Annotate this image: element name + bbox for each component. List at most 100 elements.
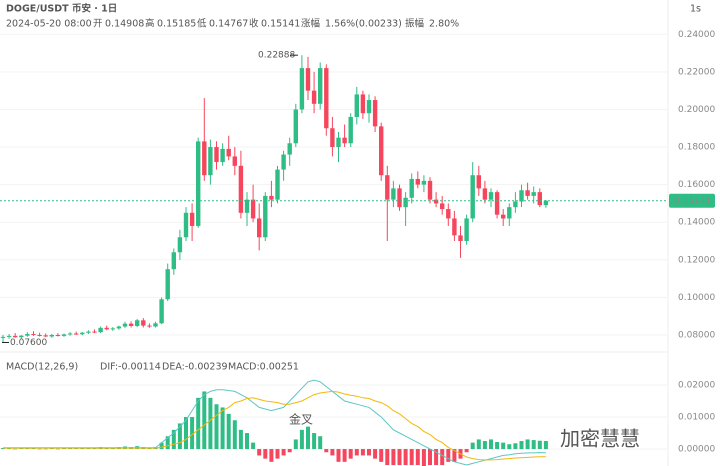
- candle-body: [409, 178, 414, 198]
- candle-body: [238, 165, 244, 213]
- macd-bar: [324, 449, 329, 453]
- candle-body: [177, 237, 183, 253]
- candle-body: [189, 212, 195, 226]
- macd-bar: [31, 448, 36, 450]
- macd-bar: [275, 449, 280, 459]
- candle-body: [421, 180, 427, 185]
- macd-bar: [373, 449, 378, 459]
- candle-body: [318, 68, 323, 104]
- candle-body: [501, 214, 506, 219]
- candle-body: [372, 100, 378, 127]
- y-tick-label: 0.16000: [678, 180, 715, 190]
- candle-body: [385, 175, 390, 200]
- header-text: 涨幅: [301, 18, 321, 30]
- macd-bar: [177, 423, 182, 450]
- candle-body: [147, 325, 152, 327]
- candle-body: [165, 269, 170, 300]
- y-tick-label: 0.18000: [678, 143, 715, 153]
- dea-line: [3, 390, 546, 461]
- header-text: 开: [93, 19, 103, 30]
- candle-body: [452, 218, 457, 236]
- macd-value: MACD:0.00251: [228, 362, 299, 373]
- macd-bar: [281, 449, 286, 456]
- candle-body: [519, 190, 524, 202]
- macd-bar: [19, 448, 24, 450]
- macd-bar: [269, 449, 274, 462]
- macd-bar: [409, 449, 414, 466]
- macd-bar: [464, 449, 469, 453]
- candle-body: [397, 188, 402, 208]
- candle-body: [37, 334, 42, 336]
- macd-bar: [202, 391, 207, 450]
- candle-body: [31, 334, 36, 336]
- candle-body: [299, 68, 305, 110]
- macd-bar: [452, 449, 457, 462]
- y-tick-label: 0.10000: [678, 293, 715, 303]
- current-price-box: [669, 193, 715, 208]
- macd-bar: [391, 449, 396, 466]
- macd-bar: [525, 439, 530, 450]
- watermark: 加密慧慧: [560, 427, 640, 451]
- macd-bar: [214, 404, 219, 450]
- candle-body: [208, 147, 213, 176]
- macd-bar: [245, 433, 249, 450]
- candle-body: [513, 201, 518, 208]
- macd-bar: [184, 417, 188, 450]
- y-tick-label: 0.12000: [678, 255, 715, 265]
- candle-body: [476, 175, 481, 189]
- macd-bar: [367, 449, 371, 456]
- header-text: 低: [197, 18, 207, 30]
- interval-button[interactable]: 1s: [690, 4, 701, 15]
- macd-bar: [251, 442, 256, 450]
- macd-bar: [348, 449, 353, 459]
- golden-cross: 金叉: [289, 412, 313, 427]
- macd-bar: [190, 417, 195, 450]
- macd-bar: [318, 436, 323, 450]
- macd-bar: [232, 420, 237, 450]
- candle-body: [287, 143, 292, 155]
- macd-bar: [476, 439, 481, 450]
- candle-body: [116, 326, 122, 329]
- candle-body: [525, 190, 530, 196]
- macd-bar: [13, 448, 18, 450]
- macd-bar: [171, 429, 176, 450]
- candle-body: [543, 200, 549, 206]
- candle-body: [433, 199, 439, 204]
- candle-body: [226, 148, 231, 157]
- macd-dif: DIF:-0.00114: [100, 362, 161, 373]
- candle-body: [537, 192, 542, 206]
- candle-body: [92, 331, 97, 333]
- header-text: 高: [145, 18, 155, 30]
- macd-bar: [37, 448, 42, 450]
- candle-body: [440, 203, 445, 210]
- candle-body: [6, 335, 12, 337]
- macd-bar: [531, 440, 536, 450]
- header-text: 2024-05-20 08:00: [6, 19, 92, 30]
- macd-bar: [165, 436, 170, 450]
- macd-bar: [360, 449, 365, 456]
- candle-body: [269, 195, 274, 200]
- header-text: 收: [249, 18, 259, 30]
- candle-body: [263, 195, 268, 238]
- candle-body: [25, 334, 30, 336]
- macd-bar: [489, 439, 493, 450]
- candle-body: [49, 334, 54, 337]
- candle-body: [104, 327, 109, 330]
- macd-bar: [55, 448, 60, 450]
- macd-bar: [336, 449, 341, 462]
- macd-bar: [238, 429, 243, 450]
- candle-body: [336, 137, 341, 148]
- candle-body: [110, 328, 115, 330]
- macd-bar: [306, 426, 310, 450]
- macd-bar: [440, 449, 445, 466]
- candle-body: [446, 209, 451, 219]
- candle-body: [86, 331, 91, 333]
- macd-bar: [62, 448, 66, 450]
- macd-bar: [299, 429, 304, 450]
- macd-bar: [428, 449, 432, 466]
- candle-body: [354, 94, 359, 117]
- macd-bar: [379, 449, 384, 462]
- candle-body: [141, 320, 146, 326]
